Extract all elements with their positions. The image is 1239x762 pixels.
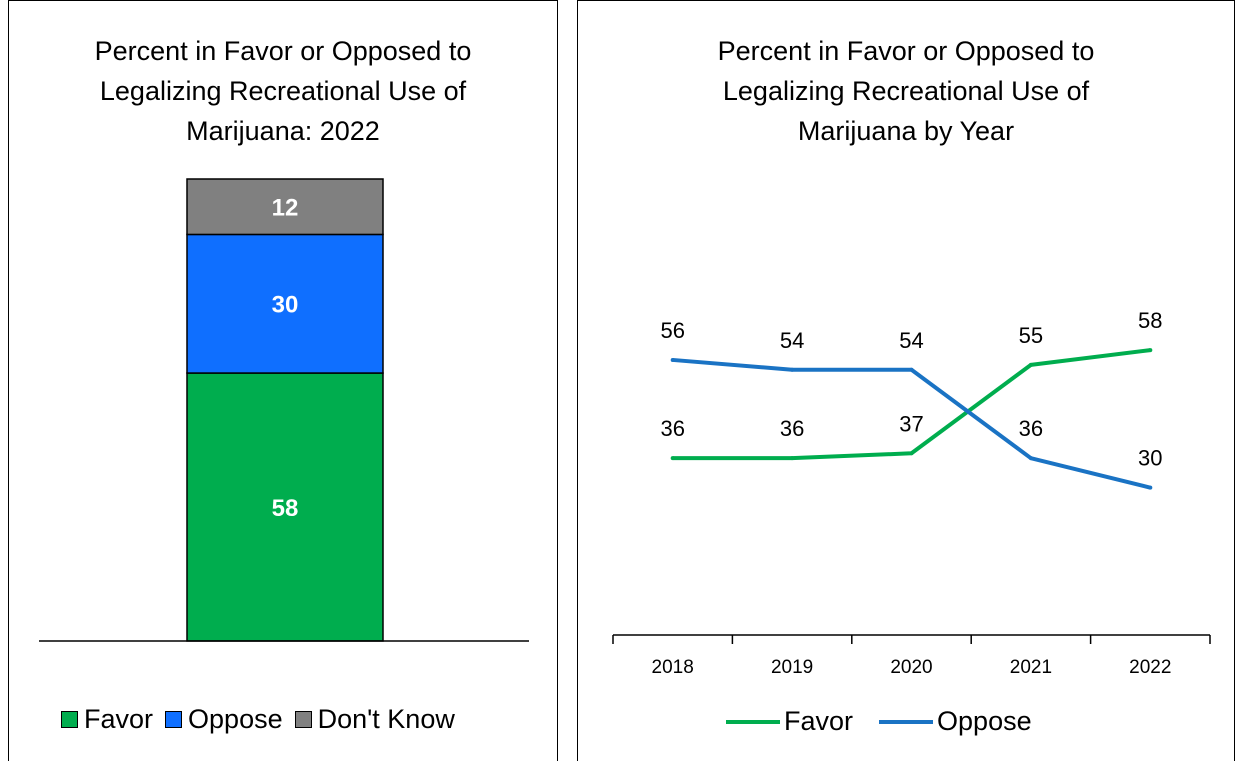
bar-segment-oppose xyxy=(186,233,384,374)
favor-point-2018 xyxy=(670,456,675,461)
favor-point-2021 xyxy=(1028,362,1033,367)
favor-point-2019 xyxy=(790,456,795,461)
legend-item-oppose: Oppose xyxy=(879,706,1032,737)
legend-label-oppose: Oppose xyxy=(937,706,1032,736)
favor-data-label-2020: 37 xyxy=(899,411,923,436)
legend-label-dont-know: Don't Know xyxy=(317,704,455,734)
favor-data-label-2019: 36 xyxy=(780,416,804,441)
title-line-1: Percent in Favor or Opposed to xyxy=(717,36,1095,66)
oppose-point-2018 xyxy=(670,357,675,362)
legend-item-dont-know: Don't Know xyxy=(294,704,455,735)
oppose-data-label-2018: 56 xyxy=(660,318,684,343)
data-label-favor: 58 xyxy=(272,495,299,522)
legend-label-oppose: Oppose xyxy=(188,704,283,734)
legend-label-favor: Favor xyxy=(784,706,854,736)
oppose-point-2019 xyxy=(790,367,795,372)
oppose-point-2021 xyxy=(1028,456,1033,461)
favor-data-label-2018: 36 xyxy=(660,416,684,441)
stacked-bar-chart-title: Percent in Favor or Opposed to Legalizin… xyxy=(9,31,557,151)
oppose-data-label-2020: 54 xyxy=(899,328,923,353)
favor-line-swatch xyxy=(726,719,780,724)
favor-data-label-2021: 55 xyxy=(1019,323,1043,348)
line-legend: Favor Oppose xyxy=(726,706,1044,737)
oppose-data-label-2019: 54 xyxy=(780,328,804,353)
x-tick-label-2021: 2021 xyxy=(1010,657,1052,678)
stacked-bar-chart-panel: Percent in Favor or Opposed to Legalizin… xyxy=(8,0,558,761)
favor-point-2022 xyxy=(1148,348,1153,353)
bar-segment-don-t-know xyxy=(186,178,384,236)
title-line-3: Marijuana by Year xyxy=(797,116,1015,146)
title-line-2: Legalizing Recreational Use of xyxy=(722,76,1090,106)
bar-legend: Favor Oppose Don't Know xyxy=(61,704,467,735)
favor-point-2020 xyxy=(909,451,914,456)
oppose-line-swatch xyxy=(879,719,934,724)
data-label-don-t-know: 12 xyxy=(272,195,299,222)
oppose-point-2022 xyxy=(1148,485,1153,490)
legend-item-favor: Favor xyxy=(61,704,153,735)
line-chart-panel: Percent in Favor or Opposed to Legalizin… xyxy=(577,0,1235,761)
data-label-oppose: 30 xyxy=(272,292,299,319)
oppose-data-label-2022: 30 xyxy=(1138,446,1162,471)
oppose-data-label-2021: 36 xyxy=(1019,416,1043,441)
dont-know-swatch xyxy=(294,711,312,728)
favor-swatch xyxy=(61,711,78,728)
line-chart-title: Percent in Favor or Opposed to Legalizin… xyxy=(578,31,1234,151)
legend-label-favor: Favor xyxy=(84,704,154,734)
x-tick-label-2018: 2018 xyxy=(652,657,694,678)
oppose-point-2020 xyxy=(909,367,914,372)
stacked-bar-plot: 58 30 12 xyxy=(39,178,529,642)
title-line-3: Marijuana: 2022 xyxy=(186,116,380,146)
x-tick-label-2019: 2019 xyxy=(771,657,813,678)
favor-data-label-2022: 58 xyxy=(1138,308,1162,333)
oppose-swatch xyxy=(165,711,183,728)
x-tick-label-2022: 2022 xyxy=(1129,657,1171,678)
x-tick-label-2020: 2020 xyxy=(890,657,932,678)
legend-item-favor: Favor xyxy=(726,706,853,737)
title-line-1: Percent in Favor or Opposed to xyxy=(94,36,472,66)
title-line-2: Legalizing Recreational Use of xyxy=(99,76,467,106)
legend-item-oppose: Oppose xyxy=(165,704,283,735)
bar-segment-favor xyxy=(186,372,384,642)
line-plot: 2018 2019 2020 2021 2022 36 36 37 55 58 56 54 54 36 30 xyxy=(612,308,1211,678)
